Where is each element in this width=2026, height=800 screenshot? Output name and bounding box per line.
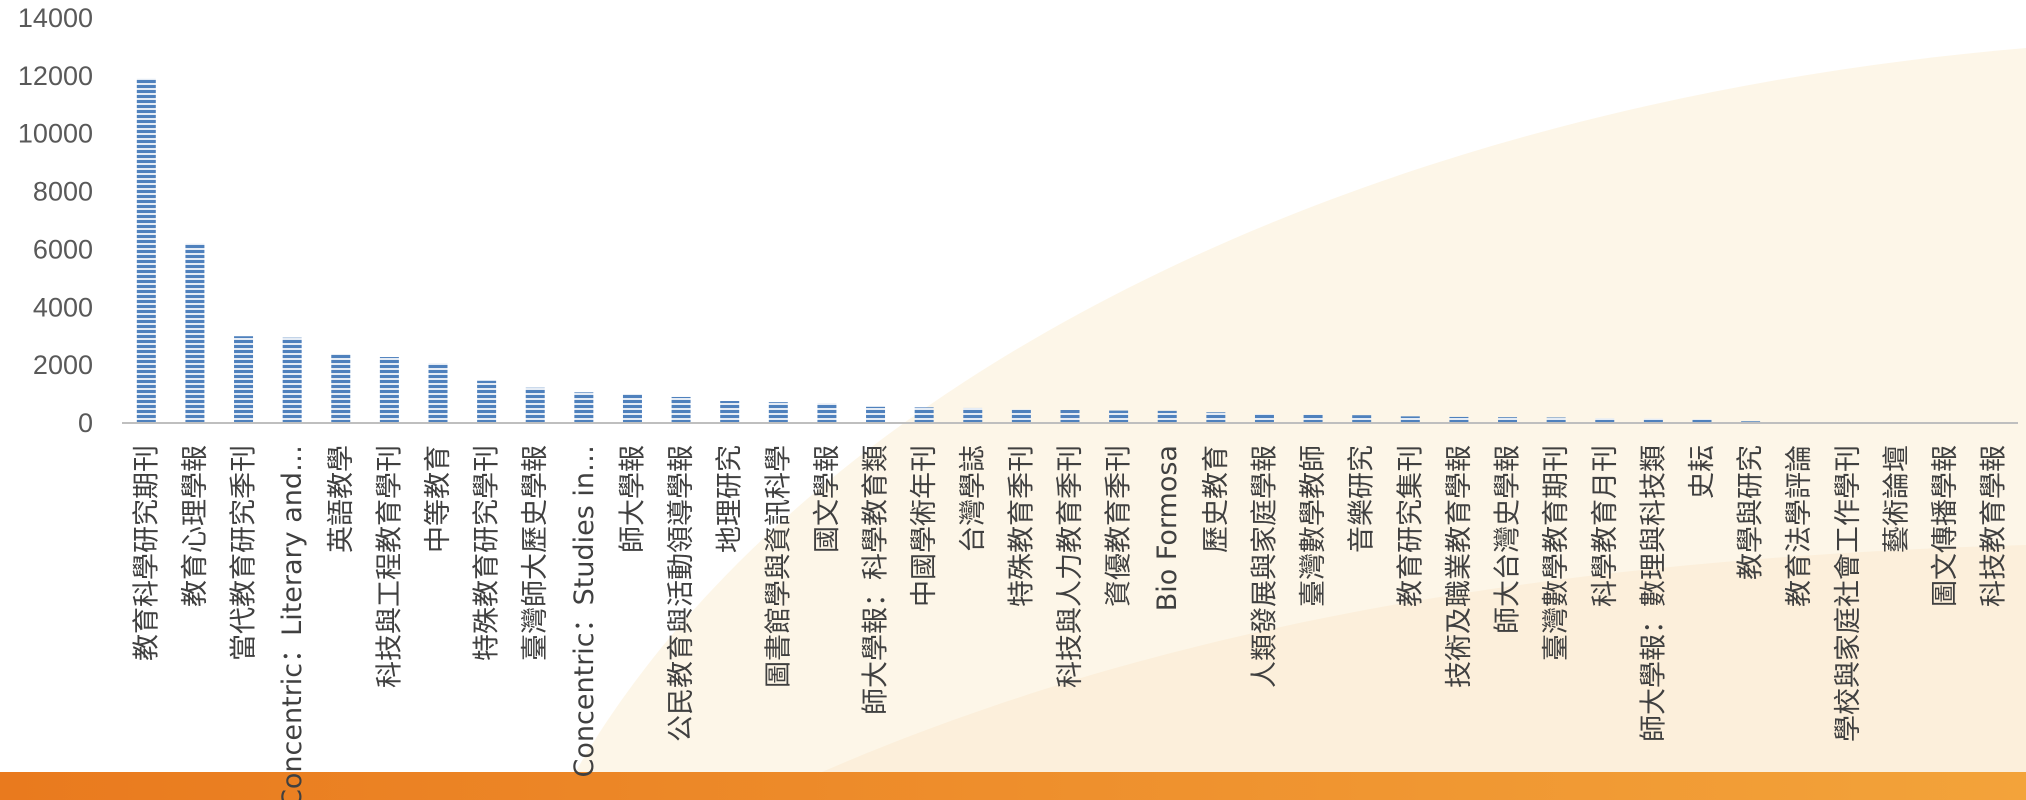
x-category-label: 史耘	[1687, 445, 1718, 499]
y-tick-label: 14000	[18, 3, 93, 33]
bar	[1449, 416, 1469, 423]
bar	[428, 363, 448, 423]
y-tick-label: 0	[78, 408, 93, 438]
x-category-label: Concentric：Literary and…	[277, 445, 308, 800]
bar-series	[136, 78, 2004, 424]
x-category-label: 臺灣數學教育期刊	[1541, 445, 1572, 661]
bar	[671, 396, 691, 423]
x-category-label: 中等教育	[423, 445, 454, 553]
y-tick-label: 2000	[33, 350, 93, 380]
bar	[1011, 409, 1031, 423]
x-category-label: 藝術論壇	[1881, 445, 1912, 553]
x-category-label: 地理研究	[715, 445, 746, 553]
bar	[1157, 410, 1177, 423]
bar	[1546, 417, 1566, 423]
x-category-label: 圖文傳播學報	[1930, 445, 1961, 607]
x-category-label: 師大台灣史學報	[1493, 445, 1524, 634]
x-category-label: Bio Formosa	[1152, 445, 1183, 611]
bar	[574, 392, 594, 423]
bar	[379, 357, 399, 423]
x-category-label: 特殊教育研究學刊	[472, 445, 503, 661]
y-tick-label: 8000	[33, 177, 93, 207]
x-category-label: 師大學報：數理與科技類	[1638, 445, 1669, 742]
x-category-label: 當代教育研究季刊	[229, 445, 260, 661]
x-category-label: 公民教育與活動領導學報	[666, 445, 697, 742]
y-tick-label: 4000	[33, 292, 93, 322]
x-category-label: 英語教學	[326, 445, 357, 553]
bar	[1303, 414, 1323, 423]
bar	[1206, 412, 1226, 423]
bar	[1352, 415, 1372, 423]
bar	[234, 336, 254, 423]
bar	[1254, 414, 1274, 423]
x-category-label: 科技與人力教育季刊	[1055, 445, 1086, 688]
x-category-label: 臺灣數學教師	[1298, 445, 1329, 607]
x-category-label: 科學教育月刊	[1590, 445, 1621, 607]
bar	[1400, 416, 1420, 423]
x-category-label: 圖書館學與資訊科學	[763, 445, 794, 688]
bar	[866, 406, 886, 423]
x-category-label: 人類發展與家庭學報	[1249, 445, 1280, 688]
background-curve-decoration-lower	[760, 545, 2026, 800]
bar	[817, 403, 837, 423]
bar	[1109, 410, 1129, 423]
x-category-label: 教學與研究	[1736, 445, 1767, 580]
bar	[1692, 419, 1712, 423]
bar	[525, 387, 545, 423]
x-category-label: 教育研究集刊	[1395, 445, 1426, 607]
x-category-label: 台灣學誌	[958, 445, 989, 553]
x-category-label: 資優教育季刊	[1104, 445, 1135, 607]
x-category-label: 歷史教育	[1201, 445, 1232, 553]
footer-band	[0, 772, 2026, 800]
bar	[914, 407, 934, 423]
x-category-label: 師大學報	[617, 445, 648, 553]
x-category-label: 特殊教育季刊	[1006, 445, 1037, 607]
bar	[477, 380, 497, 423]
x-category-label: 技術及職業教育學報	[1444, 445, 1475, 688]
x-category-label: 中國學術年刊	[909, 445, 940, 607]
bar	[1595, 418, 1615, 423]
bar	[282, 337, 302, 423]
bar	[768, 402, 788, 423]
bar	[1060, 409, 1080, 423]
bar	[720, 401, 740, 423]
x-category-label: 科技與工程教育學刊	[374, 445, 405, 688]
x-category-label: 教育心理學報	[180, 445, 211, 607]
x-category-label: 教育法學評論	[1784, 445, 1815, 607]
bar	[1643, 418, 1663, 423]
x-category-label: Concentric：Studies in…	[569, 445, 600, 777]
x-category-label: 學校與家庭社會工作學刊	[1833, 445, 1864, 742]
bar	[331, 354, 351, 423]
bar	[963, 407, 983, 423]
x-category-label: 師大學報：科學教育類	[861, 445, 892, 715]
y-tick-label: 10000	[18, 119, 93, 149]
y-tick-label: 6000	[33, 234, 93, 264]
x-category-label: 音樂研究	[1347, 445, 1378, 553]
bar	[622, 394, 642, 423]
bar	[185, 243, 205, 423]
bar	[1498, 417, 1518, 423]
x-category-label: 科技教育學報	[1979, 445, 2010, 607]
x-axis-labels: 教育科學研究期刊 教育心理學報 當代教育研究季刊 Concentric：Literar…	[131, 445, 2009, 800]
y-tick-label: 12000	[18, 61, 93, 91]
x-category-label: 臺灣師大歷史學報	[520, 445, 551, 661]
x-category-label: 教育科學研究期刊	[131, 445, 162, 661]
x-category-label: 國文學報	[812, 445, 843, 553]
y-axis: 0 2000 4000 6000 8000 10000 12000 14000	[18, 3, 93, 438]
bar	[136, 78, 156, 423]
